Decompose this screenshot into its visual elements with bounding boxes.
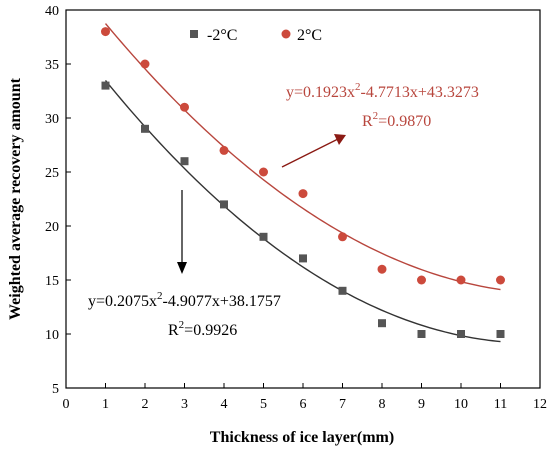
arrow-warm-head [334, 134, 346, 145]
data-point-warm [496, 275, 505, 285]
r2-warm: R2=0.9870 [362, 110, 431, 130]
y-axis-ticks: 5 10 15 20 25 30 35 40 [45, 4, 71, 397]
data-point-warm [417, 275, 426, 285]
data-point-cold [457, 330, 465, 338]
y-tick-label: 10 [45, 328, 59, 343]
arrow-cold-head [177, 262, 187, 274]
legend: -2°C 2°C [190, 27, 322, 44]
annotations [177, 134, 346, 274]
x-tick-label: 7 [339, 397, 346, 412]
plot-frame [65, 9, 541, 389]
legend-label-warm: 2°C [297, 27, 322, 44]
x-tick-label: 6 [300, 397, 307, 412]
y-tick-label: 20 [45, 220, 59, 235]
legend-label-cold: -2°C [207, 27, 237, 44]
x-tick-label: 5 [260, 397, 267, 412]
equation-cold: y=0.2075x2-4.9077x+38.1757 [88, 290, 281, 310]
data-point-warm [338, 232, 347, 242]
x-tick-label: 11 [494, 397, 507, 412]
data-point-cold [259, 232, 268, 241]
x-tick-label: 8 [379, 397, 386, 412]
equation-warm: y=0.1923x2-4.7713x+43.3273 [286, 81, 479, 101]
data-point-cold [417, 330, 426, 338]
r2-cold: R2=0.9926 [168, 319, 237, 339]
x-axis-ticks: 0 1 2 3 4 5 6 7 8 9 10 11 12 [63, 383, 547, 412]
x-tick-label: 2 [142, 397, 149, 412]
x-tick-label: 0 [63, 397, 70, 412]
y-tick-label: 35 [45, 58, 59, 73]
y-tick-label: 5 [52, 382, 59, 397]
data-point-cold [378, 319, 386, 328]
data-point-cold [496, 330, 505, 338]
y-tick-label: 25 [45, 166, 59, 181]
data-point-cold [101, 81, 110, 90]
x-tick-label: 9 [418, 397, 425, 412]
data-points [101, 27, 505, 338]
y-tick-label: 30 [45, 112, 59, 127]
y-tick-label: 40 [45, 4, 59, 19]
data-point-cold [338, 286, 347, 295]
data-point-cold [141, 124, 149, 133]
x-tick-label: 10 [454, 397, 468, 412]
x-tick-label: 3 [181, 397, 188, 412]
arrow-warm [281, 138, 339, 168]
data-point-cold [180, 157, 189, 166]
data-point-warm [298, 189, 308, 199]
data-point-warm [456, 275, 466, 285]
x-tick-label: 1 [102, 397, 109, 412]
data-point-warm [219, 145, 229, 155]
data-point-warm [259, 167, 268, 177]
x-tick-label: 12 [533, 397, 547, 412]
data-point-cold [220, 200, 228, 209]
fit-curve-1 [104, 23, 501, 291]
y-tick-label: 15 [45, 274, 59, 289]
fit-curves [104, 23, 501, 343]
legend-marker-warm [281, 29, 291, 39]
data-point-warm [180, 102, 189, 112]
data-point-warm [140, 59, 150, 69]
x-tick-label: 4 [221, 397, 228, 412]
fit-curve-0 [104, 80, 501, 343]
axes [65, 9, 541, 389]
legend-marker-cold [190, 30, 198, 38]
data-point-warm [377, 264, 387, 274]
data-point-cold [299, 254, 307, 263]
x-axis-title: Thickness of ice layer(mm) [210, 429, 394, 446]
y-axis-title: Weighted average recovery amount [7, 77, 24, 320]
data-point-warm [101, 27, 110, 37]
